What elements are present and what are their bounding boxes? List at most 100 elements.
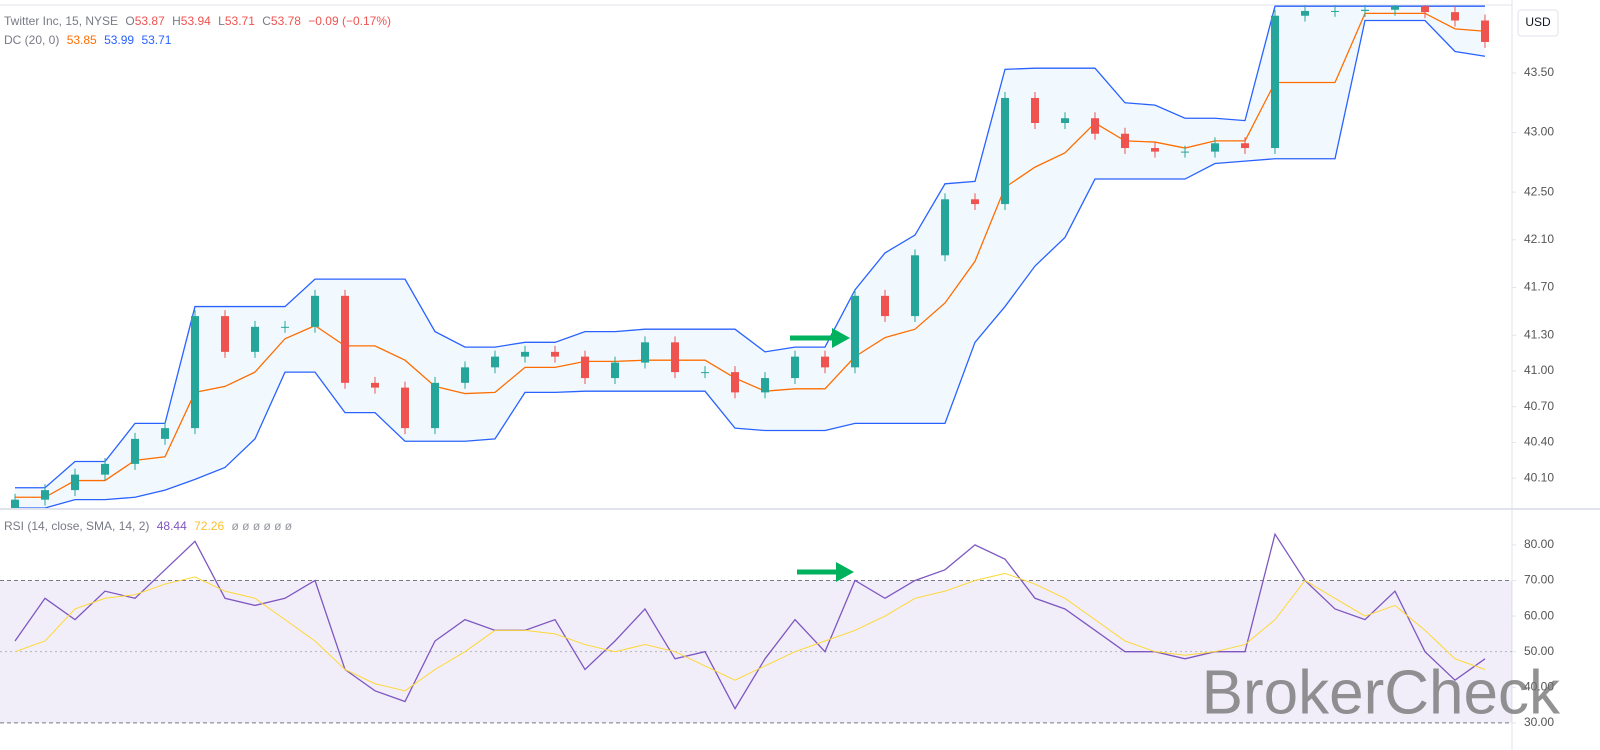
rsi-placeholders: ø ø ø ø ø ø <box>231 519 293 533</box>
candle-body <box>71 474 79 491</box>
arrow <box>790 328 850 348</box>
y-tick-label: 70.00 <box>1524 573 1554 587</box>
candle-body <box>791 356 799 379</box>
y-tick-label: 50.00 <box>1524 644 1554 658</box>
rsi-value: 48.44 <box>156 519 187 533</box>
rsi-name: RSI (14, close, SMA, 14, 2) <box>4 519 150 533</box>
candle-body <box>971 199 979 205</box>
candle-body <box>1001 97 1009 205</box>
symbol-legend: Twitter Inc, 15, NYSE O53.87 H53.94 L53.… <box>4 14 395 28</box>
y-tick-label: 42.10 <box>1524 232 1554 246</box>
ohlc-value: 53.71 <box>224 14 255 28</box>
candle-body <box>1121 133 1129 149</box>
rsi-line <box>14 572 1486 692</box>
y-tick-label: 43.00 <box>1524 125 1554 139</box>
ohlc-value: 53.78 <box>270 14 301 28</box>
candle-body <box>371 382 379 388</box>
indicator-value: 53.99 <box>104 33 135 47</box>
change: −0.09 (−0.17%) <box>308 14 391 28</box>
candle-body <box>821 356 829 368</box>
y-tick-label: 40.00 <box>1524 679 1554 693</box>
currency-box[interactable] <box>1517 9 1559 37</box>
candle-body <box>1421 6 1429 13</box>
candle-body <box>1331 10 1339 12</box>
candle-body <box>551 351 559 357</box>
ohlc-key: C <box>262 14 271 28</box>
rsi-legend: RSI (14, close, SMA, 14, 2) 48.44 72.26 … <box>4 519 296 533</box>
candle-body <box>1391 6 1399 10</box>
indicator-value: 53.85 <box>66 33 97 47</box>
channel-basis <box>15 12 1486 498</box>
channel-lower <box>15 19 1486 508</box>
candle-body <box>161 428 169 439</box>
candle-body <box>941 199 949 256</box>
candle-body <box>401 387 409 429</box>
candle-body <box>1211 143 1219 152</box>
candle-body <box>611 362 619 379</box>
y-tick-label: 60.00 <box>1524 608 1554 622</box>
candle-body <box>251 326 259 352</box>
candle-body <box>1091 118 1099 134</box>
candle-body <box>311 295 319 327</box>
y-tick-label: 41.00 <box>1524 363 1554 377</box>
indicator-value: 53.71 <box>141 33 172 47</box>
candle-body <box>191 316 199 429</box>
candle-body <box>911 255 919 317</box>
candle-body <box>341 295 349 383</box>
y-tick-label: 41.30 <box>1524 327 1554 341</box>
candle-body <box>1481 20 1489 42</box>
candle-body <box>1241 143 1249 149</box>
candle-body <box>761 378 769 393</box>
price-pane <box>11 5 1489 508</box>
axes: 40.10 40.40 40.70 41.00 41.30 41.70 42.10 42.50… <box>1512 65 1554 729</box>
symbol: Twitter Inc, 15, NYSE <box>4 14 119 28</box>
y-tick-label: 30.00 <box>1524 715 1554 729</box>
candle-body <box>131 438 139 464</box>
candle-body <box>101 463 109 475</box>
candle-body <box>1301 10 1309 16</box>
y-tick-label: 40.40 <box>1524 435 1554 449</box>
arrow <box>797 562 854 582</box>
currency[interactable]: USD <box>1525 15 1551 29</box>
candle-body <box>1151 148 1159 152</box>
y-tick-label: 43.50 <box>1524 65 1554 79</box>
ohlc-value: 53.87 <box>134 14 165 28</box>
candle-body <box>1361 9 1369 11</box>
candle-body <box>521 351 529 357</box>
ohlc-key: O <box>125 14 135 28</box>
ohlc-key: L <box>218 14 225 28</box>
candle-body <box>431 382 439 429</box>
candle-body <box>701 372 709 374</box>
candle-body <box>281 326 289 328</box>
candle-body <box>1271 15 1279 149</box>
candle-body <box>671 342 679 373</box>
candle-body <box>641 342 649 363</box>
y-tick-label: 80.00 <box>1524 537 1554 551</box>
candle-body <box>41 490 49 500</box>
indicator-legend: DC (20, 0) 53.85 53.99 53.71 <box>4 33 175 47</box>
candle-body <box>11 499 19 508</box>
candle-body <box>581 356 589 379</box>
candle-body <box>1181 151 1189 153</box>
candle-body <box>881 295 889 317</box>
candle-body <box>1451 12 1459 21</box>
channel-upper <box>15 5 1485 489</box>
y-tick-label: 40.10 <box>1524 470 1554 484</box>
y-tick-label: 42.50 <box>1524 184 1554 198</box>
candle-body <box>461 367 469 383</box>
rsi-value: 72.26 <box>194 519 225 533</box>
candle-body <box>731 372 739 393</box>
candle-body <box>491 356 499 368</box>
indicator-name: DC (20, 0) <box>4 33 60 47</box>
ohlc-value: 53.94 <box>180 14 211 28</box>
watermark: BrokerCheck <box>1202 658 1561 727</box>
rsi-line <box>14 532 1486 710</box>
ohlc-key: H <box>172 14 181 28</box>
channel-fill <box>15 6 1485 508</box>
candle-body <box>1031 97 1039 124</box>
rsi-pane <box>0 532 1512 724</box>
y-tick-label: 41.70 <box>1524 280 1554 294</box>
candle-body <box>221 316 229 352</box>
